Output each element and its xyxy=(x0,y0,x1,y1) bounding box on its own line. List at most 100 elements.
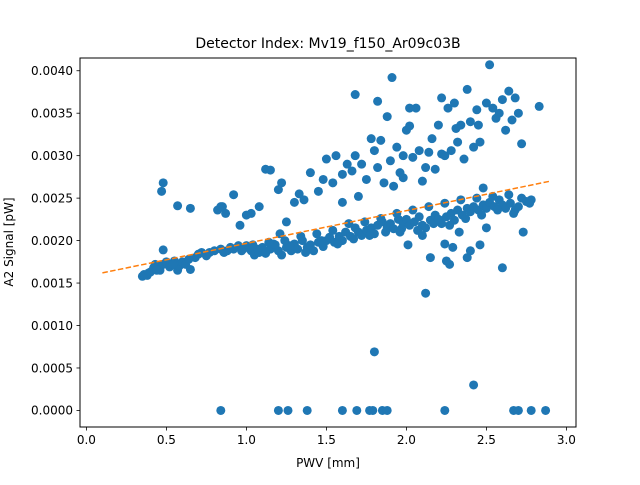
data-point xyxy=(446,146,456,156)
y-tick-label: 0.0010 xyxy=(31,319,73,333)
data-point xyxy=(414,212,424,222)
data-point xyxy=(382,112,392,122)
data-point xyxy=(280,236,290,246)
data-point xyxy=(365,230,375,240)
data-point xyxy=(254,202,264,212)
data-point xyxy=(448,242,458,252)
data-point xyxy=(302,405,312,415)
data-point xyxy=(398,173,408,183)
data-point xyxy=(246,208,256,218)
data-point xyxy=(459,154,469,164)
data-point xyxy=(221,208,231,218)
data-point xyxy=(168,259,178,269)
data-point xyxy=(405,103,415,113)
data-point xyxy=(440,405,450,415)
data-point xyxy=(301,247,311,257)
data-point xyxy=(507,115,517,125)
data-point xyxy=(369,347,379,357)
data-point xyxy=(185,264,195,274)
data-point xyxy=(235,220,245,230)
data-point xyxy=(449,98,459,108)
data-point xyxy=(485,60,495,70)
data-points xyxy=(137,60,551,415)
data-point xyxy=(373,96,383,106)
data-point xyxy=(312,229,322,239)
data-point xyxy=(357,159,367,169)
data-point xyxy=(373,163,383,173)
data-point xyxy=(488,191,498,201)
data-point xyxy=(299,195,309,205)
y-axis-label: A2 Signal [pW] xyxy=(2,197,16,286)
data-point xyxy=(501,125,511,135)
data-point xyxy=(328,225,338,235)
data-point xyxy=(293,244,303,254)
data-point xyxy=(525,198,535,208)
data-point xyxy=(475,240,485,250)
data-point xyxy=(353,191,363,201)
data-point xyxy=(321,154,331,164)
data-point xyxy=(454,227,464,237)
data-point xyxy=(205,247,215,257)
y-tick-label: 0.0000 xyxy=(31,404,73,418)
data-point xyxy=(475,137,485,147)
data-point xyxy=(277,178,287,188)
y-tick-label: 0.0035 xyxy=(31,107,73,121)
data-point xyxy=(433,120,443,130)
x-tick-label: 3.0 xyxy=(557,433,576,447)
data-point xyxy=(481,223,491,233)
y-tick-label: 0.0015 xyxy=(31,276,73,290)
data-point xyxy=(440,151,450,161)
data-point xyxy=(421,223,431,233)
data-point xyxy=(472,193,482,203)
data-point xyxy=(317,236,327,246)
data-point xyxy=(296,231,306,241)
data-point xyxy=(518,227,528,237)
data-point xyxy=(382,405,392,415)
data-point xyxy=(229,190,239,200)
data-point xyxy=(414,146,424,156)
data-point xyxy=(505,198,515,208)
chart-title: Detector Index: Mv19_f150_Ar09c03B xyxy=(195,36,460,52)
data-point xyxy=(273,185,283,195)
data-point xyxy=(403,240,413,250)
data-point xyxy=(352,405,362,415)
data-point xyxy=(152,265,162,275)
data-point xyxy=(465,246,475,256)
data-point xyxy=(513,202,523,212)
data-point xyxy=(469,380,479,390)
data-point xyxy=(461,214,471,224)
data-point xyxy=(237,246,247,256)
x-tick-label: 2.0 xyxy=(397,433,416,447)
data-point xyxy=(395,227,405,237)
data-point xyxy=(277,250,287,260)
data-point xyxy=(381,227,391,237)
fit-line-group xyxy=(102,180,551,274)
x-axis-ticks: 0.0 0.5 1.0 1.5 2.0 2.5 3.0 xyxy=(77,427,576,447)
data-point xyxy=(387,73,397,83)
data-point xyxy=(350,151,360,161)
data-point xyxy=(417,230,427,240)
y-tick-label: 0.0005 xyxy=(31,361,73,375)
data-point xyxy=(173,201,183,211)
data-point xyxy=(421,163,431,173)
data-point xyxy=(445,220,455,230)
data-point xyxy=(273,405,283,415)
data-point xyxy=(219,247,229,257)
data-point xyxy=(453,137,463,147)
data-point xyxy=(337,169,347,179)
data-point xyxy=(437,93,447,103)
data-point xyxy=(497,263,507,273)
data-point xyxy=(417,176,427,186)
data-point xyxy=(392,142,402,152)
data-point xyxy=(264,237,274,247)
data-point xyxy=(158,245,168,255)
x-tick-label: 1.5 xyxy=(317,433,336,447)
data-point xyxy=(541,405,551,415)
data-point xyxy=(350,90,360,100)
data-point xyxy=(376,135,386,145)
data-point xyxy=(265,165,275,175)
data-point xyxy=(517,139,527,149)
data-point xyxy=(368,405,378,415)
x-tick-label: 2.5 xyxy=(477,433,496,447)
data-point xyxy=(392,208,402,218)
